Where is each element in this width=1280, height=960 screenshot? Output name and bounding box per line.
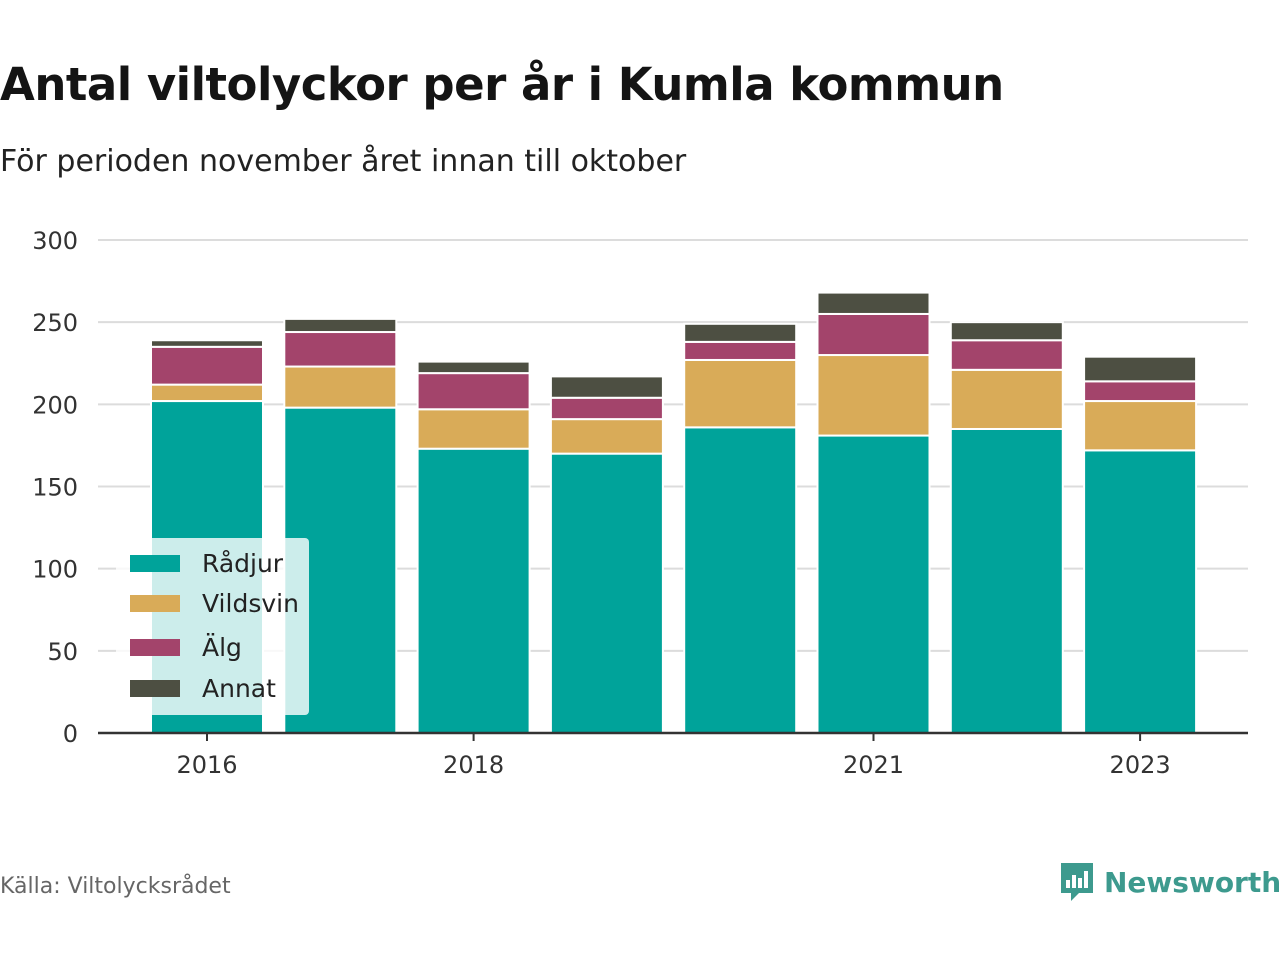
- bar-segment-rådjur-2018: [416, 447, 531, 734]
- legend-label-rådjur: Rådjur: [202, 549, 284, 578]
- bar-segment-älg-2020: [683, 340, 798, 361]
- bar-segment-rådjur-2020: [683, 426, 798, 734]
- legend: Rådjur Vildsvin Älg Annat: [116, 538, 309, 715]
- x-tick-label: 2023: [1110, 751, 1171, 779]
- bar-segment-älg-2017: [283, 331, 398, 368]
- bar-segment-vildsvin-2019: [549, 418, 664, 455]
- y-tick-label: 250: [32, 309, 78, 337]
- bar-segment-älg-2019: [549, 396, 664, 421]
- y-tick-label: 150: [32, 474, 78, 502]
- legend-label-älg: Älg: [202, 633, 242, 662]
- bar-stack-2018: [416, 360, 531, 734]
- bar-segment-annat-2023: [1083, 355, 1198, 383]
- legend-box: Rådjur Vildsvin Älg Annat: [116, 538, 309, 715]
- bar-segment-älg-2016: [150, 345, 264, 386]
- legend-swatch-älg: [130, 639, 180, 656]
- chart-title: Antal viltolyckor per år i Kumla kommun: [0, 58, 1004, 111]
- legend-background: [116, 538, 309, 715]
- chart-subtitle: För perioden november året innan till ok…: [0, 144, 687, 179]
- bar-segment-vildsvin-2021: [816, 354, 931, 437]
- x-tick-label: 2016: [176, 751, 237, 779]
- bar-segment-annat-2020: [683, 322, 798, 343]
- legend-label-vildsvin: Vildsvin: [202, 589, 299, 618]
- bar-segment-annat-2018: [416, 360, 531, 375]
- bar-segment-vildsvin-2016: [150, 383, 264, 403]
- bar-stack-2021: [816, 291, 931, 734]
- bar-segment-älg-2023: [1083, 380, 1198, 403]
- bar-segment-vildsvin-2023: [1083, 400, 1198, 452]
- y-tick-label: 0: [63, 720, 78, 748]
- bar-segment-annat-2017: [283, 317, 398, 334]
- bar-stack-2020: [683, 322, 798, 734]
- bar-segment-rådjur-2019: [549, 452, 664, 734]
- bar-stack-2023: [1083, 355, 1198, 734]
- bar-segment-annat-2019: [549, 375, 664, 399]
- y-tick-label: 100: [32, 556, 78, 584]
- bar-segment-vildsvin-2017: [283, 365, 398, 409]
- legend-label-annat: Annat: [202, 674, 276, 703]
- bar-segment-annat-2021: [816, 291, 931, 315]
- source-note: Källa: Viltolycksrådet: [0, 874, 231, 899]
- bar-segment-vildsvin-2022: [949, 368, 1064, 430]
- y-tick-label: 200: [32, 391, 78, 419]
- legend-swatch-annat: [130, 680, 180, 697]
- bar-segment-älg-2021: [816, 312, 931, 357]
- legend-swatch-vildsvin: [130, 595, 180, 612]
- bar-segment-annat-2016: [150, 339, 264, 348]
- bar-segment-rådjur-2023: [1083, 449, 1198, 734]
- bar-segment-annat-2022: [949, 321, 1064, 342]
- bar-segment-vildsvin-2018: [416, 408, 531, 450]
- legend-swatch-rådjur: [130, 555, 180, 572]
- y-tick-label: 300: [32, 227, 78, 255]
- bar-segment-älg-2022: [949, 339, 1064, 371]
- brand-name: Newsworthy: [1104, 865, 1280, 899]
- bar-segment-vildsvin-2020: [683, 358, 798, 429]
- y-axis-tick-labels: 0 50 100 150 200 250 300: [32, 227, 78, 748]
- newsworthy-logo-icon: [1061, 863, 1093, 901]
- bar-stack-2019: [549, 375, 664, 734]
- bar-segment-rådjur-2022: [949, 427, 1064, 734]
- brand: Newsworthy: [1058, 860, 1280, 904]
- y-tick-label: 50: [47, 638, 78, 666]
- bar-segment-älg-2018: [416, 372, 531, 411]
- x-tick-label: 2018: [443, 751, 504, 779]
- bar-stack-2022: [949, 321, 1064, 734]
- bar-segment-rådjur-2021: [816, 434, 931, 734]
- x-tick-label: 2021: [843, 751, 904, 779]
- x-axis-tick-labels: 2016 2018 2021 2023: [176, 733, 1171, 779]
